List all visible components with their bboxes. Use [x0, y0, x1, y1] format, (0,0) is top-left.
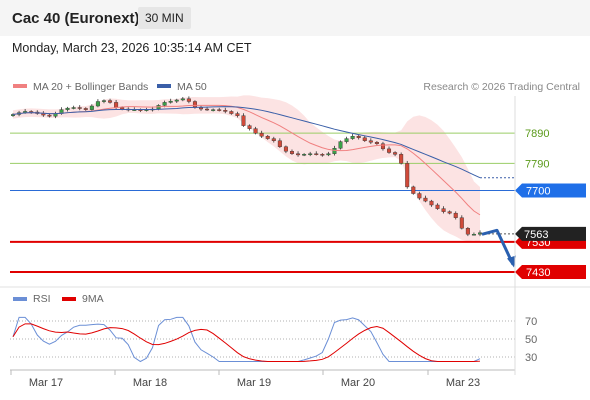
candle-body — [326, 153, 331, 156]
rsi-level-label-50: 50 — [525, 334, 537, 346]
candle-body — [283, 146, 288, 152]
level-tag-7700 — [515, 183, 586, 198]
forecast-arrowhead — [507, 255, 516, 268]
rsi-level-label-70: 70 — [525, 316, 537, 328]
x-tick-label-4: Mar 23 — [446, 377, 480, 389]
candle-body — [405, 163, 410, 188]
bollinger-band — [13, 95, 480, 243]
rsi-legend-label-1: 9MA — [82, 293, 104, 305]
candle-body — [217, 109, 222, 111]
candle-body — [174, 99, 179, 102]
candle-body — [350, 135, 355, 139]
legend-label-1: MA 50 — [177, 81, 207, 93]
candle-body — [241, 115, 246, 126]
candle-body — [296, 153, 301, 156]
candle-body — [471, 234, 476, 236]
candle-body — [162, 102, 167, 106]
candle-body — [308, 153, 313, 155]
candle-body — [302, 154, 307, 156]
candle-body — [344, 138, 349, 142]
legend-swatch-1 — [157, 84, 171, 88]
candle-body — [211, 109, 216, 111]
candle-body — [368, 140, 373, 143]
candle-body — [168, 100, 173, 103]
x-tick-label-1: Mar 18 — [133, 377, 167, 389]
level-label-7790: 7790 — [525, 158, 549, 170]
candle-body — [441, 208, 446, 212]
x-tick-label-3: Mar 20 — [341, 377, 375, 389]
timeframe-badge[interactable]: 30 MIN — [138, 7, 191, 29]
last-price-label: 7563 — [524, 229, 548, 241]
x-tick-label-2: Mar 19 — [237, 377, 271, 389]
candle-body — [71, 107, 76, 109]
candle-body — [101, 100, 106, 102]
rsi-level-label-30: 30 — [525, 352, 537, 364]
chart-header: Cac 40 (Euronext) 30 MIN — [0, 0, 590, 36]
candle-body — [338, 141, 343, 149]
candle-body — [180, 98, 185, 101]
candle-body — [95, 101, 100, 107]
legend-label-0: MA 20 + Bollinger Bands — [33, 81, 148, 93]
level-label-7890: 7890 — [525, 128, 549, 140]
candle-body — [465, 228, 470, 235]
candle-body — [356, 135, 361, 138]
candle-body — [247, 125, 252, 129]
rsi-legend-swatch-0 — [13, 297, 27, 301]
candle-body — [114, 102, 119, 108]
candle-body — [417, 193, 422, 199]
rsi-legend-swatch-1 — [62, 297, 76, 301]
candle-body — [289, 151, 294, 154]
candle-body — [186, 98, 191, 102]
last-price-tag — [515, 226, 586, 241]
candle-body — [192, 101, 197, 108]
level-label-7430: 7430 — [526, 267, 550, 279]
rsi-legend-label-0: RSI — [33, 293, 51, 305]
candle-body — [277, 140, 282, 147]
forecast-arrow — [481, 228, 515, 266]
candle-body — [205, 108, 210, 111]
candle-body — [459, 217, 464, 229]
candle-body — [314, 153, 319, 155]
candle-body — [393, 152, 398, 155]
candle-body — [120, 107, 125, 110]
candle-body — [89, 105, 94, 110]
candle-body — [423, 197, 428, 202]
x-tick-label-0: Mar 17 — [29, 377, 63, 389]
rsi-ma-line — [12, 323, 481, 362]
credit-text: Research © 2026 Trading Central — [423, 81, 580, 93]
candle-body — [65, 107, 70, 110]
candle-body — [380, 143, 385, 150]
candle-body — [271, 138, 276, 141]
candle-body — [47, 114, 52, 117]
candle-body — [108, 100, 113, 103]
candle-body — [374, 142, 379, 144]
candle-body — [435, 204, 440, 209]
ma50-line — [12, 106, 481, 179]
level-tag-7430 — [515, 265, 586, 279]
candle-body — [223, 110, 228, 112]
candle-body — [265, 135, 270, 139]
candle-body — [387, 148, 392, 153]
chart-date: Monday, March 23, 2026 10:35:14 AM CET — [12, 41, 252, 55]
candle-body — [253, 128, 258, 134]
candle-body — [77, 107, 82, 109]
candle-body — [362, 137, 367, 141]
instrument-title: Cac 40 (Euronext) — [12, 10, 140, 27]
candle-body — [411, 186, 416, 194]
candle-body — [229, 111, 234, 114]
candle-body — [259, 132, 264, 137]
candle-body — [235, 113, 240, 116]
rsi-line — [12, 316, 481, 363]
legend-swatch-0 — [13, 84, 27, 88]
candle-body — [447, 211, 452, 214]
candle-body — [399, 154, 404, 164]
candle-body — [429, 200, 434, 206]
candle-body — [332, 148, 337, 154]
candle-body — [320, 154, 325, 156]
candle-body — [83, 108, 88, 110]
candle-body — [453, 212, 458, 218]
level-label-7700: 7700 — [526, 186, 550, 198]
